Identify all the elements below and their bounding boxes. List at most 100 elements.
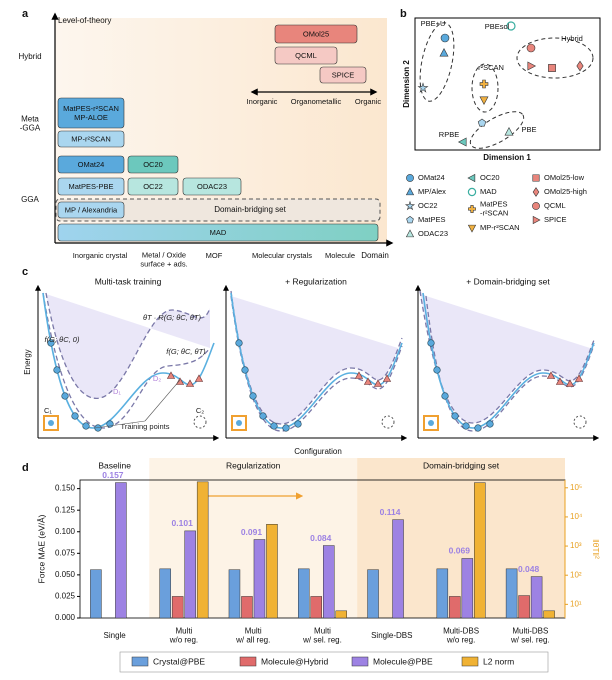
training-point: [282, 424, 290, 432]
scatter-marker: [439, 47, 449, 57]
molecule-icon: [573, 415, 587, 429]
cluster-label: PBE: [521, 125, 536, 134]
legend-label: OC20: [480, 173, 500, 182]
bar: [474, 482, 486, 619]
bridging-box: [55, 198, 381, 222]
legend-marker: [406, 216, 414, 224]
dataset-label: MatPES-PBE: [68, 182, 113, 191]
bar: [159, 568, 171, 619]
training-point: [53, 366, 61, 374]
fit-curve: [425, 295, 595, 432]
scatter-marker: [526, 43, 536, 53]
legend-label: MAD: [480, 187, 497, 196]
bar: [436, 568, 449, 619]
y2-tick-label: 10⁵: [570, 483, 582, 492]
training-point: [47, 339, 55, 347]
x-tick-label: Multi-DBS w/ sel. reg.: [510, 627, 550, 645]
dataset-box: [57, 155, 125, 174]
domain-label: Molecule: [325, 251, 355, 260]
pointer: [144, 379, 181, 422]
bar: [543, 610, 555, 619]
subplot-title: + Regularization: [285, 276, 347, 286]
y2-tick-label: 10²: [570, 570, 582, 579]
dataset-box: [182, 177, 242, 196]
panel-label: b: [400, 8, 407, 20]
cluster-outline: [469, 111, 525, 149]
training-point: [574, 374, 584, 382]
training-point: [565, 379, 575, 387]
training-point: [363, 377, 373, 385]
y2-tick-label: 10⁴: [570, 512, 583, 521]
axis-title: Energy: [23, 349, 32, 374]
molecule-icon: [423, 415, 439, 431]
dataset-label: MP-r²SCAN: [71, 134, 111, 143]
legend-marker: [532, 202, 540, 210]
y2-tick-label: 10³: [570, 541, 582, 550]
bar: [228, 569, 241, 619]
group-label: Baseline: [98, 460, 131, 470]
legend-label: L2 norm: [483, 656, 514, 666]
training-point: [185, 379, 195, 387]
x-tick-label: Multi w/ sel. reg.: [302, 627, 342, 645]
dataset-label: OC20: [143, 160, 163, 169]
level-label: Hybrid: [18, 52, 41, 61]
dataset-box: [127, 155, 179, 174]
scatter-marker: [504, 126, 514, 136]
axis-title: Configuration: [294, 447, 342, 456]
axis-title: Force MAE (eV/Å): [36, 514, 46, 583]
legend-marker: [467, 224, 477, 233]
panel-label: a: [22, 8, 29, 20]
legend-label: Molecule@Hybrid: [261, 656, 328, 666]
axis-title: Domain: [361, 251, 389, 260]
annotation: f(G; θC, 0): [45, 335, 80, 344]
axis-title: Dimension 2: [402, 60, 411, 108]
training-point: [462, 422, 470, 430]
legend-label: OMol25-high: [544, 187, 587, 196]
training-point: [71, 412, 79, 420]
annotation: C₁: [44, 406, 52, 415]
bar: [171, 596, 184, 619]
scatter-marker: [479, 96, 489, 106]
legend-label: SPICE: [544, 215, 567, 224]
legend-marker: [467, 187, 477, 197]
bar: [266, 524, 278, 619]
fit-curve: [419, 290, 595, 424]
pointer: [94, 420, 146, 429]
x-tick-label: Multi w/ all reg.: [235, 627, 270, 645]
fit-curve: [45, 292, 211, 399]
data-label: 0.069: [449, 546, 471, 556]
arrow-label: Organometallic: [291, 97, 342, 106]
training-point: [427, 339, 435, 347]
y2-tick-label: 10¹: [570, 599, 582, 608]
legend-swatch: [131, 656, 149, 667]
training-point: [94, 424, 102, 432]
legend-marker: [467, 173, 476, 183]
group-label: Domain-bridging set: [423, 460, 500, 470]
legend-swatch: [351, 656, 369, 667]
training-point: [373, 379, 383, 387]
dataset-box: [57, 130, 125, 148]
scatter-marker: [440, 33, 450, 43]
dataset-label: MP / Alexandria: [65, 205, 118, 214]
bar: [90, 569, 102, 619]
legend-label: MatPES: [418, 215, 446, 224]
legend-marker: [532, 215, 541, 225]
panel-label: d: [22, 462, 29, 474]
training-point: [270, 422, 278, 430]
subplot-title: + Domain-bridging set: [466, 276, 550, 286]
legend-marker: [404, 200, 416, 211]
bar: [253, 539, 266, 619]
training-point: [441, 392, 449, 400]
cluster-label: Hybrid: [561, 34, 583, 43]
axis-title: ‖θT‖²: [591, 539, 601, 559]
dataset-label: OMol25: [303, 29, 329, 38]
training-point: [235, 339, 243, 347]
y-tick-label: 0.125: [55, 505, 76, 514]
x-tick-label: Single: [104, 631, 127, 640]
scatter-marker: [527, 61, 537, 71]
legend-label: Crystal@PBE: [153, 656, 205, 666]
training-point: [555, 377, 565, 385]
axis-title: Dimension 1: [483, 153, 531, 162]
data-label: 0.157: [102, 470, 124, 480]
molecule-icon: [236, 420, 242, 426]
